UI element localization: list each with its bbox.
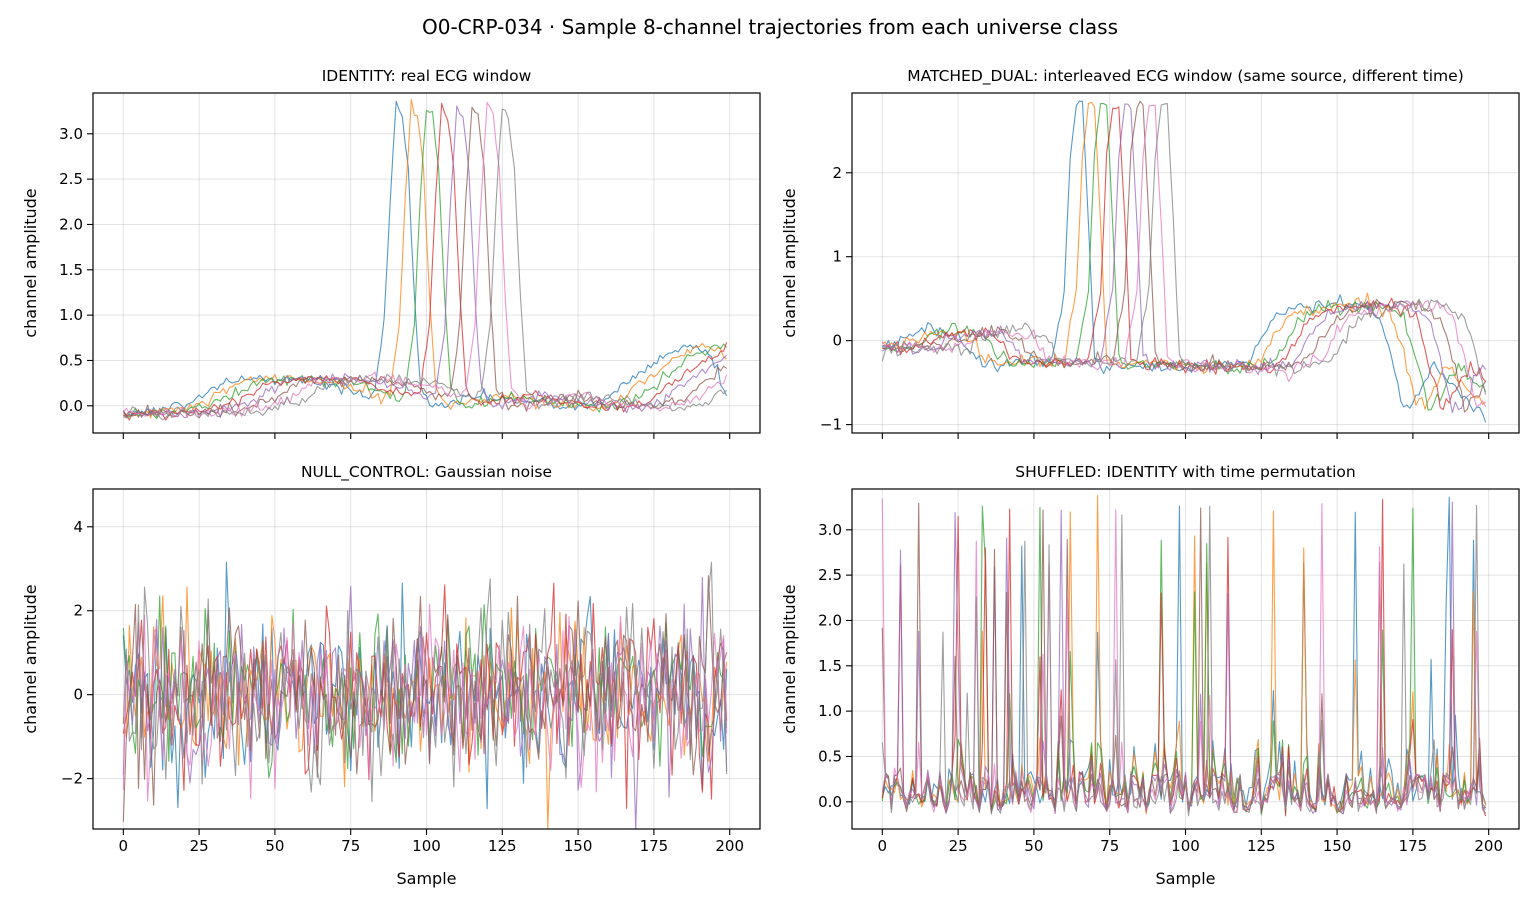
series-line-channel-8 xyxy=(123,108,728,421)
y-tick-label: 1 xyxy=(832,248,842,266)
y-tick-label: −1 xyxy=(820,416,842,434)
series-line-channel-5 xyxy=(123,105,728,419)
subplot-title: NULL_CONTROL: Gaussian noise xyxy=(301,463,552,482)
figure-title: O0-CRP-034 · Sample 8-channel trajectori… xyxy=(421,15,1119,39)
series-line-channel-5 xyxy=(122,576,728,829)
x-tick-label: 75 xyxy=(341,837,360,855)
subplot-title: SHUFFLED: IDENTITY with time permutation xyxy=(1015,463,1355,481)
series-line-channel-5 xyxy=(881,103,1487,414)
series-line-channel-3 xyxy=(881,505,1487,816)
x-tick-label: 200 xyxy=(1474,837,1503,855)
x-tick-label: 175 xyxy=(640,837,669,855)
y-tick-label: 1.5 xyxy=(818,657,842,675)
x-tick-label: 75 xyxy=(1100,837,1119,855)
y-axis-label: channel amplitude xyxy=(21,188,40,337)
y-tick-label: 2.5 xyxy=(59,170,83,188)
series-line-channel-1 xyxy=(881,496,1487,814)
series-line-channel-8 xyxy=(881,102,1487,395)
x-tick-label: 0 xyxy=(878,837,888,855)
y-tick-label: 0.0 xyxy=(59,397,83,415)
y-tick-label: 0 xyxy=(73,686,83,704)
series-line-channel-7 xyxy=(122,603,728,802)
subplot-3: 0 25 50 75 100 125 150 175 200 −2 0 2 4 NULL_CONTROL:… xyxy=(21,463,761,888)
x-tick-label: 50 xyxy=(1024,837,1043,855)
series-line-channel-7 xyxy=(881,498,1487,815)
y-tick-label: 1.0 xyxy=(818,702,842,720)
x-tick-label: 175 xyxy=(1399,837,1428,855)
subplot-title: IDENTITY: real ECG window xyxy=(322,67,532,85)
series-line-channel-7 xyxy=(881,104,1487,408)
series-line-channel-5 xyxy=(881,501,1487,815)
series-line-channel-8 xyxy=(122,561,728,803)
y-tick-label: 0.0 xyxy=(818,793,842,811)
y-axis-label: channel amplitude xyxy=(21,584,40,733)
series-line-channel-4 xyxy=(122,582,728,809)
y-tick-label: 2.5 xyxy=(818,566,842,584)
x-tick-label: 0 xyxy=(119,837,129,855)
y-tick-label: 0 xyxy=(832,332,842,350)
x-tick-label: 25 xyxy=(190,837,209,855)
subplot-4: 0 25 50 75 100 125 150 175 200 0.0 0.5 1.0 1.5 2.0 2.5… xyxy=(780,463,1520,888)
series-line-channel-7 xyxy=(122,101,728,419)
y-tick-label: 2.0 xyxy=(818,611,842,629)
x-tick-label: 100 xyxy=(412,837,441,855)
x-tick-label: 200 xyxy=(715,837,744,855)
series-line-channel-8 xyxy=(881,504,1487,817)
subplot-1: 0.0 0.5 1.0 1.5 2.0 2.5 3.0 IDENTITY: real ECG … xyxy=(21,67,761,439)
series-line-channel-1 xyxy=(122,100,728,418)
series-line-channel-2 xyxy=(123,99,727,419)
y-tick-label: 2.0 xyxy=(59,215,83,233)
x-tick-label: 125 xyxy=(1247,837,1276,855)
subplot-title: MATCHED_DUAL: interleaved ECG window (sa… xyxy=(907,67,1464,86)
x-tick-label: 150 xyxy=(1323,837,1352,855)
x-axis-label: Sample xyxy=(1156,869,1216,888)
series-line-channel-3 xyxy=(122,109,728,420)
series-line-channel-4 xyxy=(881,498,1487,817)
y-tick-label: 3.0 xyxy=(818,521,842,539)
y-axis-label: channel amplitude xyxy=(780,584,799,733)
y-tick-label: 4 xyxy=(73,518,83,536)
series-line-channel-4 xyxy=(122,102,728,421)
y-tick-label: 2 xyxy=(832,164,842,182)
y-tick-label: 1.5 xyxy=(59,261,83,279)
x-tick-label: 25 xyxy=(949,837,968,855)
x-tick-label: 125 xyxy=(488,837,517,855)
x-tick-label: 150 xyxy=(564,837,593,855)
y-tick-label: 1.0 xyxy=(59,306,83,324)
x-axis-label: Sample xyxy=(397,869,457,888)
series-line-channel-2 xyxy=(881,495,1487,815)
series-line-channel-1 xyxy=(882,100,1487,423)
y-tick-label: 0.5 xyxy=(818,747,842,765)
x-tick-label: 100 xyxy=(1171,837,1200,855)
subplot-2: −1 0 1 2 MATCHED_DUAL: interleaved ECG windo… xyxy=(780,67,1520,439)
series-line-channel-6 xyxy=(123,106,727,418)
y-tick-label: 2 xyxy=(73,602,83,620)
series-line-channel-6 xyxy=(881,502,1486,814)
y-tick-label: −2 xyxy=(61,770,83,788)
x-tick-label: 50 xyxy=(265,837,284,855)
y-tick-label: 3.0 xyxy=(59,125,83,143)
y-tick-label: 0.5 xyxy=(59,351,83,369)
y-axis-label: channel amplitude xyxy=(780,188,799,337)
